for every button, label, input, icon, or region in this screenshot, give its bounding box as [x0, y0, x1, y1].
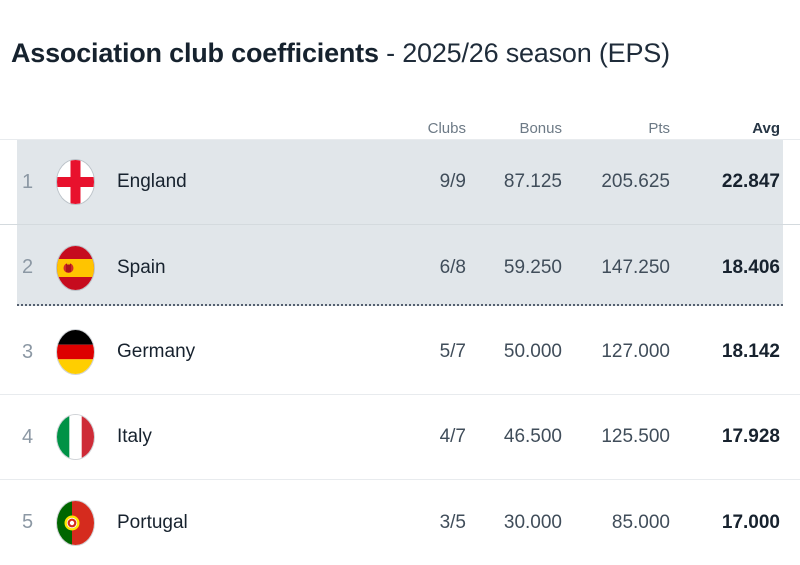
page-title-sub: - 2025/26 season (EPS)	[378, 38, 670, 68]
spain-flag-icon	[57, 245, 105, 290]
table-row[interactable]: 1 England 9/9 87.125 205.625 22.847	[0, 140, 800, 225]
row-pts: 127.000	[601, 341, 670, 362]
row-bonus: 46.500	[503, 426, 562, 447]
row-rank: 1	[22, 170, 34, 193]
row-country-name: Italy	[117, 426, 152, 447]
column-header-pts[interactable]: Pts	[648, 120, 670, 137]
row-rank: 3	[22, 340, 34, 363]
column-header-clubs[interactable]: Clubs	[427, 120, 466, 137]
row-pts: 147.250	[601, 256, 670, 278]
row-clubs: 5/7	[439, 341, 466, 362]
page-title: Association club coefficients - 2025/26 …	[11, 36, 670, 70]
row-rank: 4	[22, 425, 34, 448]
germany-flag-icon	[57, 330, 105, 374]
row-avg: 17.928	[721, 426, 780, 447]
row-country-name: Portugal	[117, 511, 188, 533]
row-clubs: 6/8	[439, 256, 466, 278]
row-bonus: 59.250	[503, 256, 562, 278]
column-header-bonus[interactable]: Bonus	[519, 120, 562, 137]
table-body: 1 England 9/9 87.125 205.625 22.847 2	[0, 140, 800, 565]
row-clubs: 3/5	[439, 511, 466, 533]
table-row[interactable]: 2 Spain 6/8 59.250 147.250 18.406	[0, 225, 800, 310]
row-rank: 2	[22, 256, 34, 278]
portugal-flag-icon	[57, 500, 105, 545]
row-bonus: 50.000	[503, 341, 562, 362]
row-bonus: 87.125	[503, 171, 562, 192]
england-flag-icon	[57, 160, 105, 204]
row-clubs: 4/7	[439, 426, 466, 447]
row-rank: 5	[22, 511, 34, 533]
row-pts: 85.000	[611, 511, 670, 533]
column-header-avg[interactable]: Avg	[752, 120, 780, 137]
association-coefficients-table: Clubs Bonus Pts Avg 1 England 9/9 87.125…	[0, 104, 800, 565]
row-avg: 18.142	[721, 341, 780, 362]
row-country-name: England	[117, 171, 187, 192]
table-row[interactable]: 3 Germany 5/7 50.000 127.000 18.142	[0, 310, 800, 395]
row-clubs: 9/9	[439, 171, 466, 192]
table-row[interactable]: 4 Italy 4/7 46.500 125.500 17.928	[0, 395, 800, 480]
row-avg: 18.406	[721, 256, 780, 278]
row-pts: 125.500	[601, 426, 670, 447]
row-country-name: Spain	[117, 256, 166, 278]
row-pts: 205.625	[601, 171, 670, 192]
row-bonus: 30.000	[503, 511, 562, 533]
row-avg: 22.847	[721, 171, 780, 192]
page-title-main: Association club coefficients	[11, 38, 379, 68]
row-country-name: Germany	[117, 341, 196, 362]
italy-flag-icon	[57, 415, 105, 459]
qualification-highlight-band	[17, 140, 783, 306]
table-row[interactable]: 5 Portugal 3/5 30.000 85.000 17.000	[0, 480, 800, 565]
row-avg: 17.000	[721, 511, 780, 533]
table-header-row: Clubs Bonus Pts Avg	[0, 104, 800, 140]
